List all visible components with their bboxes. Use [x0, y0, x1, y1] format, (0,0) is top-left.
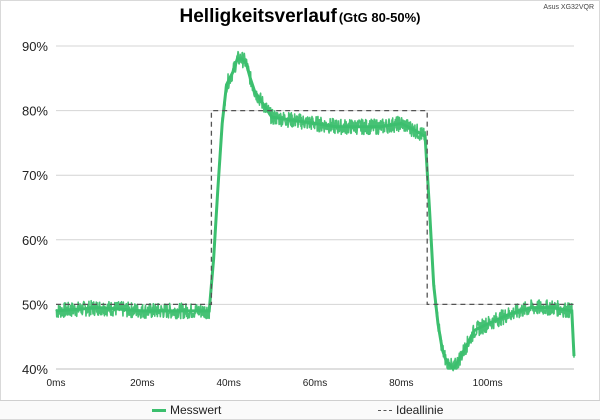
x-tick-label-80: 80ms	[389, 378, 413, 389]
x-axis-labels: 0ms 20ms 40ms 60ms 80ms 100ms	[47, 378, 503, 389]
legend-item-messwert[interactable]: Messwert	[152, 403, 221, 417]
x-tick-label-40: 40ms	[216, 378, 240, 389]
chart-title: Helligkeitsverlauf (GtG 80-50%)	[0, 6, 600, 28]
x-tick-label-20: 20ms	[130, 378, 154, 389]
series-core-messwert	[55, 57, 576, 372]
legend: Messwert Ideallinie	[0, 400, 600, 419]
line-chart: 40% 50% 60% 70% 80% 90% 0ms 20ms 40ms 60ms 80ms 10…	[22, 39, 576, 389]
y-tick-label-50: 50%	[22, 297, 48, 312]
x-tick-label-60: 60ms	[303, 378, 327, 389]
y-axis-labels: 40% 50% 60% 70% 80% 90%	[22, 39, 48, 377]
y-tick-label-90: 90%	[22, 39, 48, 54]
chart-subtitle: (GtG 80-50%)	[338, 10, 421, 25]
legend-item-ideallinie[interactable]: Ideallinie	[378, 403, 443, 417]
legend-swatch-messwert	[152, 408, 166, 412]
model-label: Asus XG32VQR	[543, 4, 594, 11]
y-tick-label-40: 40%	[22, 362, 48, 377]
series-line-ideallinie	[56, 109, 574, 306]
series-layer	[55, 50, 576, 372]
x-tick-label-100: 100ms	[473, 378, 503, 389]
chart-title-main: Helligkeitsverlauf	[179, 6, 337, 27]
legend-swatch-ideallinie	[378, 409, 392, 411]
y-tick-label-70: 70%	[22, 168, 48, 183]
legend-label-ideallinie: Ideallinie	[396, 403, 444, 417]
x-tick-label-0: 0ms	[47, 378, 66, 389]
y-tick-label-80: 80%	[22, 104, 48, 119]
y-tick-label-60: 60%	[22, 233, 48, 248]
legend-label-messwert: Messwert	[170, 403, 222, 417]
